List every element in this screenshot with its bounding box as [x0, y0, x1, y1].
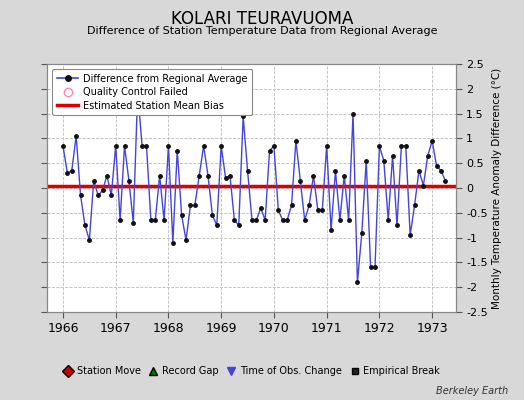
Y-axis label: Monthly Temperature Anomaly Difference (°C): Monthly Temperature Anomaly Difference (… — [492, 67, 502, 309]
Text: Difference of Station Temperature Data from Regional Average: Difference of Station Temperature Data f… — [87, 26, 437, 36]
Text: Berkeley Earth: Berkeley Earth — [436, 386, 508, 396]
Text: KOLARI TEURAVUOMA: KOLARI TEURAVUOMA — [171, 10, 353, 28]
Legend: Station Move, Record Gap, Time of Obs. Change, Empirical Break: Station Move, Record Gap, Time of Obs. C… — [60, 363, 443, 379]
Legend: Difference from Regional Average, Quality Control Failed, Estimated Station Mean: Difference from Regional Average, Qualit… — [52, 69, 253, 115]
